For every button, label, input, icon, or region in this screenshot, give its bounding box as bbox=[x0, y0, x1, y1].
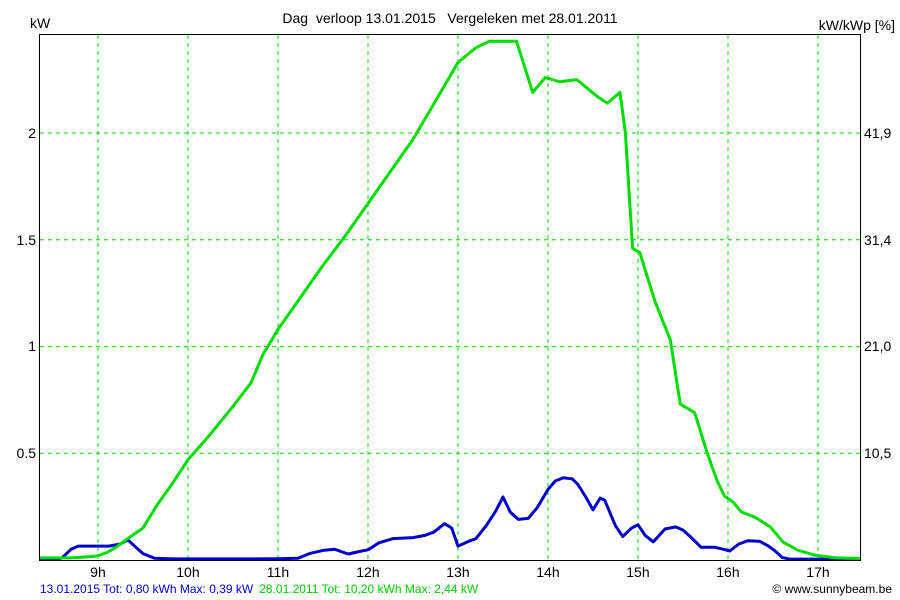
x-axis-tick-label: 13h bbox=[446, 564, 470, 580]
y-axis-left-tick-label: 0.5 bbox=[16, 445, 36, 462]
y-axis-right-tick-label: 10,5 bbox=[864, 445, 892, 462]
x-axis-tick-label: 9h bbox=[90, 564, 106, 580]
footer-series2-stats: 28.01.2011 Tot: 10,20 kWh Max: 2,44 kW bbox=[259, 582, 479, 596]
copyright-text: © www.sunnybeam.be bbox=[772, 582, 892, 596]
x-axis-tick-label: 16h bbox=[716, 564, 740, 580]
x-axis-tick-label: 17h bbox=[806, 564, 830, 580]
left-axis-title: kW bbox=[30, 15, 51, 31]
chart-canvas bbox=[40, 35, 860, 560]
chart-title: Dag verloop 13.01.2015 Vergeleken met 28… bbox=[282, 10, 618, 26]
x-axis-tick-label: 10h bbox=[176, 564, 200, 580]
x-axis-tick-label: 11h bbox=[266, 564, 290, 580]
series-line-day-2011-01-28 bbox=[40, 39, 860, 560]
y-axis-left-tick-label: 1 bbox=[28, 338, 36, 355]
plot-area bbox=[39, 34, 861, 561]
y-axis-right-tick-label: 31,4 bbox=[864, 231, 892, 248]
y-axis-right-tick-label: 41,9 bbox=[864, 124, 892, 141]
x-axis-tick-label: 15h bbox=[626, 564, 650, 580]
y-axis-left-tick-label: 1.5 bbox=[16, 231, 36, 248]
x-axis-tick-label: 14h bbox=[536, 564, 560, 580]
footer-stats: 13.01.2015 Tot: 0,80 kWh Max: 0,39 kW 28.… bbox=[40, 582, 478, 596]
x-axis-tick-label: 12h bbox=[356, 564, 380, 580]
footer-series1-stats: 13.01.2015 Tot: 0,80 kWh Max: 0,39 kW bbox=[40, 582, 254, 596]
right-axis-title: kW/kWp [%] bbox=[818, 17, 895, 33]
y-axis-right-tick-label: 21,0 bbox=[864, 338, 892, 355]
series-line-day-2015-01-13 bbox=[40, 476, 860, 560]
y-axis-left-tick-label: 2 bbox=[28, 124, 36, 141]
